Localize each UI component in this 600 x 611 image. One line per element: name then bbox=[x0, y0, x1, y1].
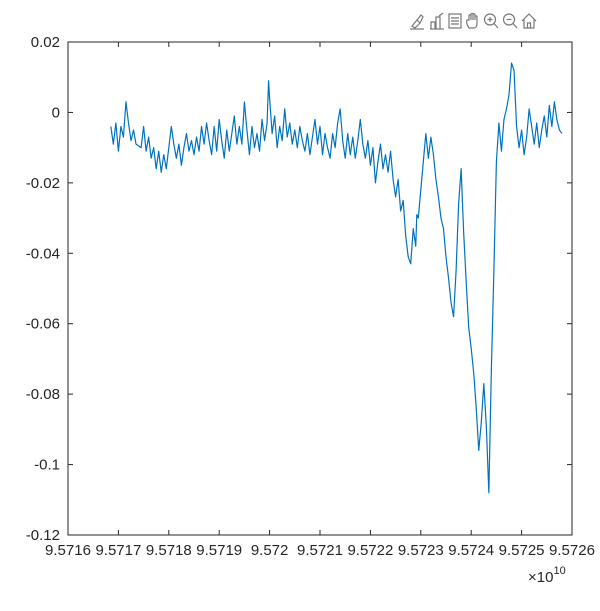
y-tick-label: 0 bbox=[52, 104, 60, 121]
pan-hand-icon[interactable] bbox=[464, 12, 482, 30]
x-tick-label: 9.5723 bbox=[398, 542, 444, 559]
zoom-in-icon[interactable] bbox=[482, 12, 500, 30]
y-tick-label: 0.02 bbox=[31, 34, 60, 51]
y-tick-label: -0.04 bbox=[26, 245, 60, 262]
x-tick-label: 9.572 bbox=[251, 542, 289, 559]
x-tick-label: 9.5726 bbox=[549, 542, 595, 559]
data-tips-icon[interactable] bbox=[428, 12, 446, 30]
x-axis-exponent: ×1010 bbox=[528, 565, 566, 586]
axes-toolbar-icons bbox=[408, 12, 538, 30]
y-tick-labels: 0.02 0 -0.02 -0.04 -0.06 -0.08 -0.1 -0.12 bbox=[26, 34, 60, 544]
y-tick-label: -0.1 bbox=[34, 457, 60, 474]
y-tick-label: -0.12 bbox=[26, 527, 60, 544]
axes-box bbox=[67, 41, 573, 536]
x-tick-label: 9.5722 bbox=[347, 542, 393, 559]
x-tick-label: 9.5725 bbox=[499, 542, 545, 559]
x-tick-label: 9.5718 bbox=[146, 542, 192, 559]
y-tick-label: -0.08 bbox=[26, 386, 60, 403]
y-tick-label: -0.06 bbox=[26, 316, 60, 333]
x-tick-label: 9.5721 bbox=[297, 542, 343, 559]
data-series-line bbox=[110, 62, 563, 494]
x-tick-label: 9.5717 bbox=[95, 542, 141, 559]
x-tick-label: 9.5719 bbox=[196, 542, 242, 559]
legend-icon[interactable] bbox=[446, 12, 464, 30]
axes-toolbar bbox=[0, 0, 600, 36]
zoom-out-icon[interactable] bbox=[501, 12, 519, 30]
x-tick-labels: 9.5716 9.5717 9.5718 9.5719 9.572 9.5721 9.572… bbox=[45, 542, 595, 559]
brush-icon[interactable] bbox=[408, 12, 426, 30]
x-tick-label: 9.5724 bbox=[448, 542, 494, 559]
x-tick-label: 9.5716 bbox=[45, 542, 91, 559]
y-tick-label: -0.02 bbox=[26, 175, 60, 192]
home-restore-view-icon[interactable] bbox=[520, 12, 538, 30]
tick-marks bbox=[67, 41, 573, 536]
